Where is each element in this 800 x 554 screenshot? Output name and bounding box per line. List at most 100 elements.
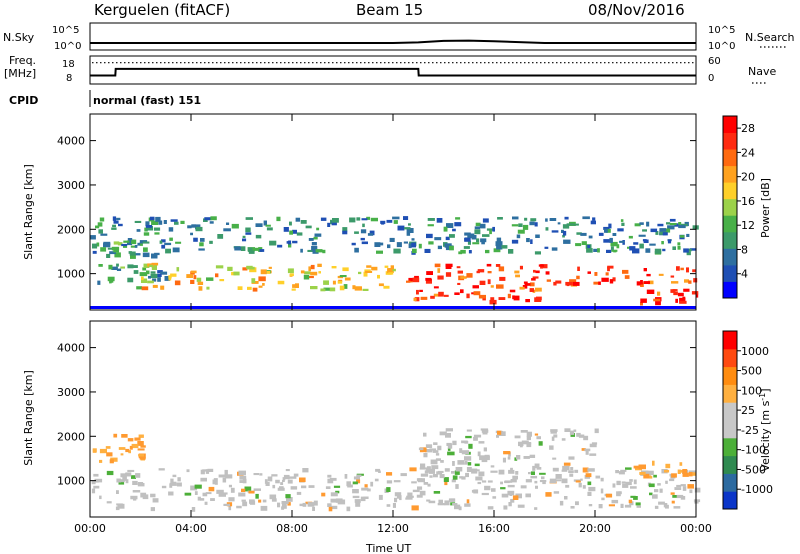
heatmap-cell <box>426 233 433 239</box>
heatmap-cell <box>207 468 214 472</box>
heatmap-cell <box>98 264 103 267</box>
heatmap-cell <box>652 494 658 499</box>
heatmap-cell <box>461 476 466 480</box>
heatmap-cell <box>247 266 255 270</box>
heatmap-cell <box>292 240 298 244</box>
heatmap-cell <box>426 271 433 275</box>
heatmap-cell <box>523 456 530 459</box>
heatmap-cell <box>141 278 148 283</box>
heatmap-cell <box>93 473 99 477</box>
colorbar-tick-label: 20 <box>741 171 755 184</box>
heatmap-cell <box>397 225 405 231</box>
heatmap-cell <box>520 430 528 433</box>
heatmap-cell <box>539 472 546 475</box>
heatmap-cell <box>652 460 655 466</box>
heatmap-cell <box>658 501 665 505</box>
heatmap-cell <box>332 218 339 223</box>
heatmap-cell <box>553 434 558 438</box>
heatmap-cell <box>535 270 540 274</box>
heatmap-cell <box>454 470 460 475</box>
heatmap-cell <box>137 441 144 446</box>
heatmap-cell <box>427 224 434 227</box>
heatmap-cell <box>603 226 610 230</box>
colorbar-cell <box>723 149 737 167</box>
heatmap-cell <box>605 272 609 276</box>
heatmap-cell <box>293 473 299 477</box>
heatmap-cell <box>118 479 125 483</box>
heatmap-cell <box>406 495 414 498</box>
colorbar-tick-label: -100 <box>741 444 766 457</box>
colorbar-cell <box>723 331 737 350</box>
heatmap-cell <box>107 276 115 282</box>
heatmap-cell <box>607 265 614 269</box>
heatmap-cell <box>502 457 506 463</box>
heatmap-cell <box>610 241 618 247</box>
heatmap-cell <box>125 472 132 477</box>
heatmap-cell <box>564 428 571 432</box>
heatmap-cell <box>491 488 496 492</box>
heatmap-cell <box>591 442 598 445</box>
noise-tick-bottom: 10^0 <box>54 41 81 52</box>
heatmap-cell <box>555 280 562 284</box>
heatmap-cell <box>518 223 523 227</box>
heatmap-cell <box>530 471 535 475</box>
heatmap-cell <box>677 469 681 474</box>
heatmap-cell <box>328 506 333 512</box>
heatmap-cell <box>661 241 664 245</box>
nave-label: Nave <box>748 65 776 78</box>
heatmap-cell <box>289 273 294 277</box>
heatmap-cell <box>515 274 520 278</box>
heatmap-cell <box>171 481 177 486</box>
beam-title: Beam 15 <box>356 1 423 19</box>
heatmap-cell <box>296 232 303 236</box>
power-colorbar-frame <box>722 115 738 299</box>
ytick-label: 2000 <box>57 223 85 236</box>
colorbar-tick-label: 500 <box>741 365 762 378</box>
heatmap-cell <box>408 277 414 282</box>
heatmap-cell <box>125 448 130 453</box>
heatmap-cell <box>403 241 408 244</box>
heatmap-cell <box>588 235 593 239</box>
heatmap-cell <box>247 247 253 252</box>
heatmap-cell <box>535 485 538 489</box>
heatmap-cell <box>662 248 666 252</box>
heatmap-cell <box>445 266 452 269</box>
heatmap-cell <box>424 248 431 253</box>
heatmap-cell <box>616 480 621 486</box>
heatmap-cell <box>633 465 640 469</box>
heatmap-cell <box>688 470 696 473</box>
heatmap-cell <box>570 467 574 471</box>
heatmap-cell <box>129 251 136 256</box>
heatmap-cell <box>425 449 433 453</box>
heatmap-cell <box>486 263 492 267</box>
heatmap-cell <box>343 284 348 289</box>
heatmap-cell <box>378 494 383 500</box>
velocity-colorbar-ticks: 1000 500 100 25 -25 -100 -500 -1000 <box>737 345 773 496</box>
heatmap-cell <box>618 471 625 475</box>
heatmap-cell <box>409 467 417 472</box>
heatmap-cell <box>286 241 291 244</box>
heatmap-cell <box>133 270 139 274</box>
heatmap-cell <box>481 492 489 496</box>
heatmap-cell <box>190 232 193 236</box>
heatmap-cell <box>643 281 650 284</box>
heatmap-cell <box>127 438 134 442</box>
heatmap-cell <box>127 277 134 283</box>
heatmap-cell <box>436 218 443 223</box>
heatmap-cell <box>679 297 686 303</box>
heatmap-cell <box>671 500 675 504</box>
heatmap-cell <box>245 232 252 235</box>
heatmap-cell <box>200 238 205 242</box>
freq-tick-top: 18 <box>62 59 75 70</box>
heatmap-cell <box>468 250 472 254</box>
heatmap-cell <box>516 455 521 460</box>
heatmap-cell <box>109 459 114 464</box>
heatmap-cell <box>682 296 686 300</box>
heatmap-cell <box>498 469 505 475</box>
heatmap-cell <box>275 479 280 484</box>
nsky-line <box>90 39 696 44</box>
heatmap-cell <box>669 478 675 482</box>
heatmap-cell <box>474 229 481 235</box>
heatmap-cell <box>445 428 453 432</box>
heatmap-cell <box>472 242 480 245</box>
